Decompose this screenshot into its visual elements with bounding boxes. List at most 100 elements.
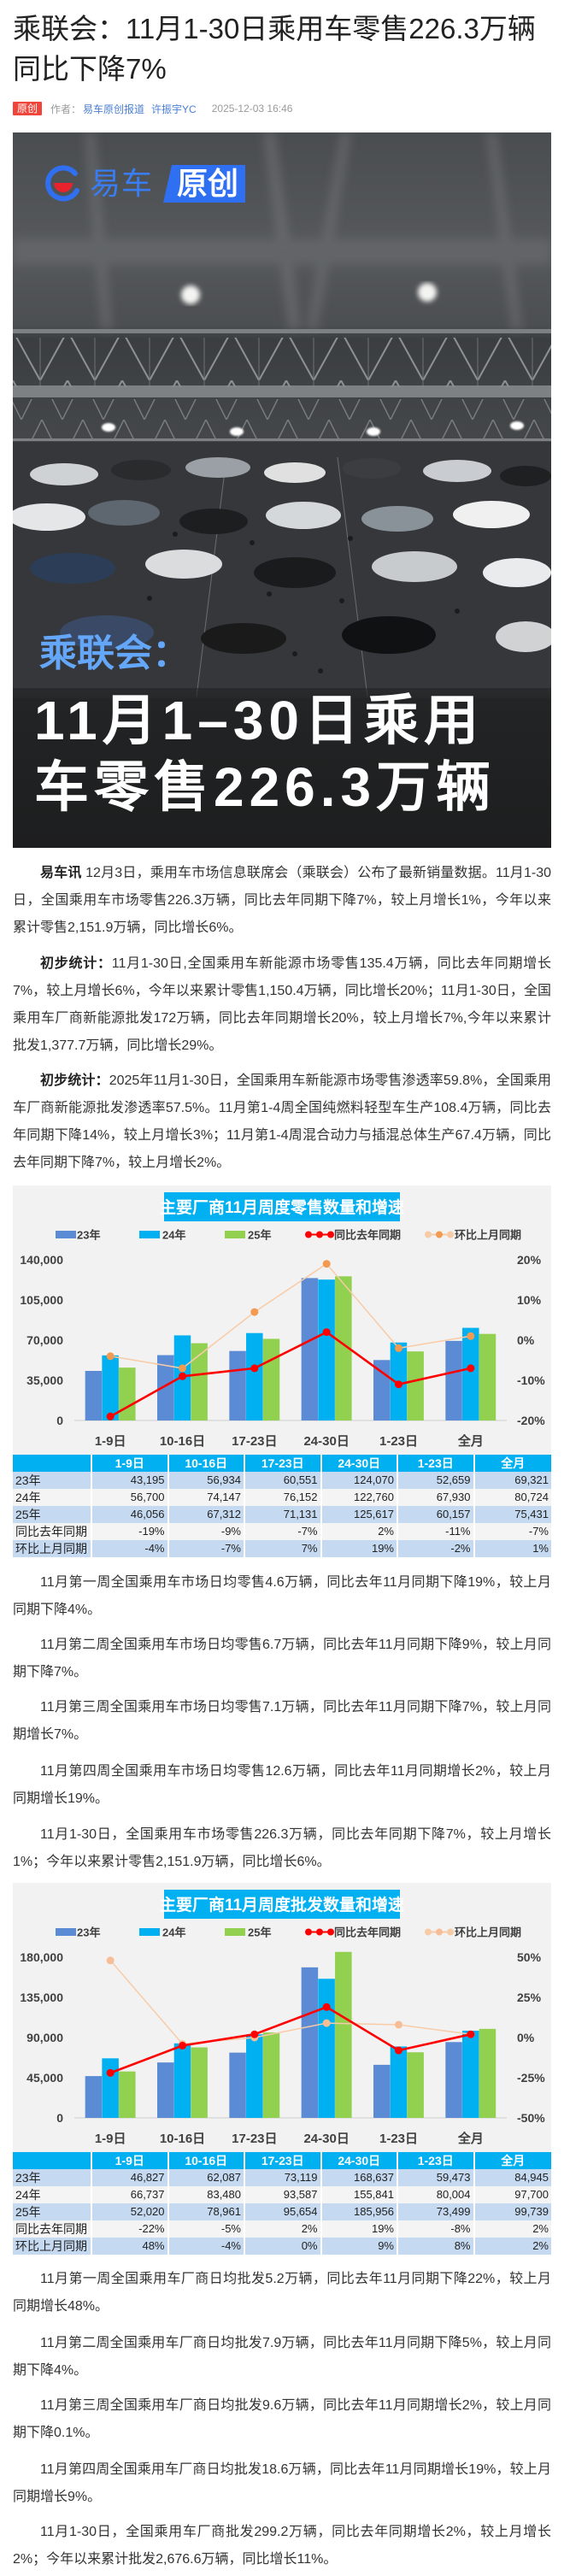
table-header-cell: 1-9日 [92,1455,169,1472]
table-cell: 83,480 [168,2186,245,2203]
table-cell: 122,760 [321,1489,398,1506]
table-row: 23年 43,195 56,934 60,551 124,070 52,659 69,321 [13,1472,551,1489]
paragraph-text: 11月第四周全国乘用车厂商日均批发18.6万辆，同比去年11月同期增长19%，较… [13,2462,551,2504]
legend-marker [305,1928,312,1936]
legend-label: 23年 [77,1229,100,1242]
table-cell: -4% [92,1540,169,1557]
table-cell: 43,195 [92,1472,169,1489]
chart-title: 主要厂商11月周度批发数量和增速 [160,1890,404,1919]
yiche-logo-icon [45,165,79,202]
legend-label: 环比上月同期 [455,1926,521,1939]
table-cell: 95,654 [245,2203,322,2220]
legend-swatch [56,1231,76,1238]
legend-label: 25年 [248,1926,271,1939]
table-cell: -7% [474,1523,551,1540]
bar [479,2028,496,2118]
legend-marker [436,1928,443,1936]
table-cell: -7% [245,1523,322,1540]
hero-image: 易车 原创 乘联会： 11月1–30日乘用 车零售226.3万辆 [13,132,551,848]
table-cell: 67,930 [398,1489,475,1506]
table-cell: 60,157 [398,1506,475,1523]
table-cell: 74,147 [168,1489,245,1506]
legend-item: 23年 [56,1926,100,1939]
y2-axis-tick-label: 50% [517,1950,542,1964]
series-marker [179,2041,186,2050]
table-header-cell: 1-23日 [398,1455,475,1472]
chart-weekly-wholesale: 主要厂商11月周度批发数量和增速 23年 24年 25年 同比去年同期 环比上月同期 0 45… [13,1883,551,2255]
bar [229,1350,246,1420]
x-axis-tick-label: 24-30日 [303,1434,349,1449]
chart-legend: 23年 24年 25年 同比去年同期 环比上月同期 [56,1229,521,1242]
table-row-label: 23年 [13,1472,92,1489]
table-header-cell: 17-23日 [245,1455,322,1472]
legend-marker [327,1928,334,1936]
table-header-cell: 全月 [474,1455,551,1472]
table-cell: 56,934 [168,1472,245,1489]
series-marker [395,2020,402,2029]
table-cell: 155,841 [321,2186,398,2203]
original-badge: 原创 [13,102,43,115]
author-label: 作者： [50,103,82,115]
legend-label: 23年 [77,1926,100,1939]
bar-group [445,1327,496,1420]
chart-title-background [164,1192,400,1221]
bar [462,2030,479,2118]
paragraph-intro: 易车讯 12月3日，乘用车市场信息联席会（乘联会）公布了最新销量数据。11月1-… [13,860,551,942]
series-marker [322,1260,331,1268]
bar-group [445,2028,496,2118]
x-axis-tick-label: 17-23日 [232,2132,277,2146]
table-header-cell: 10-16日 [168,1455,245,1472]
y2-axis-tick-label: 10% [517,1293,542,1307]
legend-swatch [139,1928,160,1936]
author-link-writer[interactable]: 许振宇YC [151,103,197,115]
line-series [106,1260,475,1373]
bar-group [229,1332,280,1420]
author-link-channel[interactable]: 易车原创报道 [83,103,145,115]
paragraph-text: 11月第二周全国乘用车厂商日均批发7.9万辆，同比去年11月同期下降5%，较上月… [13,2336,551,2378]
series-marker [467,1332,475,1340]
table-cell: 78,961 [168,2203,245,2220]
table-cell: 2% [474,2220,551,2238]
legend-marker [447,1231,454,1238]
series-marker [250,1364,259,1373]
paragraph-wholesale-week-2: 11月第二周全国乘用车厂商日均批发7.9万辆，同比去年11月同期下降5%，较上月… [13,2330,551,2385]
legend-marker [425,1928,432,1936]
paragraph-retail-week-1: 11月第一周全国乘用车市场日均零售4.6万辆，同比去年11月同期下降19%，较上… [13,1569,551,1624]
bar [262,1338,280,1420]
paragraph-retail-week-4: 11月第四周全国乘用车市场日均零售12.6万辆，同比去年11月同期增长2%，较上… [13,1758,551,1813]
bar [119,2071,136,2118]
table-row-label: 环比上月同期 [13,1540,92,1557]
series-marker [250,1308,259,1316]
bar [191,1343,208,1420]
x-axis-tick-label: 1-9日 [95,1434,126,1449]
bar [157,2062,174,2118]
article-title: 乘联会：11月1-30日乘用车零售226.3万辆同比下降7% [13,13,536,85]
table-cell: 125,617 [321,1506,398,1523]
y2-axis-tick-label: 0% [517,1333,535,1347]
paragraph-wholesale-week-1: 11月第一周全国乘用车厂商日均批发5.2万辆，同比去年11月同期下降22%，较上… [13,2266,551,2320]
table-row: 23年 46,827 62,087 73,119 168,637 59,473 84,945 [13,2169,551,2186]
table-cell: -2% [398,1540,475,1557]
x-axis-tick-label: 1-23日 [379,1434,418,1449]
legend-label: 24年 [162,1229,185,1242]
x-axis-tick-label: 全月 [457,2131,484,2146]
paragraph-nev-stats: 初步统计：11月1-30日,全国乘用车新能源市场零售135.4万辆，同比去年同期… [13,950,551,1060]
legend-item: 环比上月同期 [425,1926,521,1939]
table-head: 1-9日 10-16日 17-23日 24-30日 1-23日 全月 [13,2152,551,2169]
table-body: 23年 46,827 62,087 73,119 168,637 59,473 84,945… [13,2169,551,2255]
y-axis-tick-label: 70,000 [26,1333,63,1347]
table-row-label: 23年 [13,2169,92,2186]
legend-item: 23年 [56,1229,100,1242]
table-cell: 2% [321,1523,398,1540]
table-cell: 19% [321,2220,398,2238]
table-cell: -5% [168,2220,245,2238]
table-cell: 7% [245,1540,322,1557]
bar [318,1279,335,1420]
legend-item: 24年 [139,1229,185,1242]
table-cell: 52,020 [92,2203,169,2220]
table-row-label: 同比去年同期 [13,2220,92,2238]
bar [85,1370,103,1420]
hero-headline-line-2: 车零售226.3万辆 [34,756,496,818]
table-cell: 185,956 [321,2203,398,2220]
table-row-label: 25年 [13,2203,92,2220]
